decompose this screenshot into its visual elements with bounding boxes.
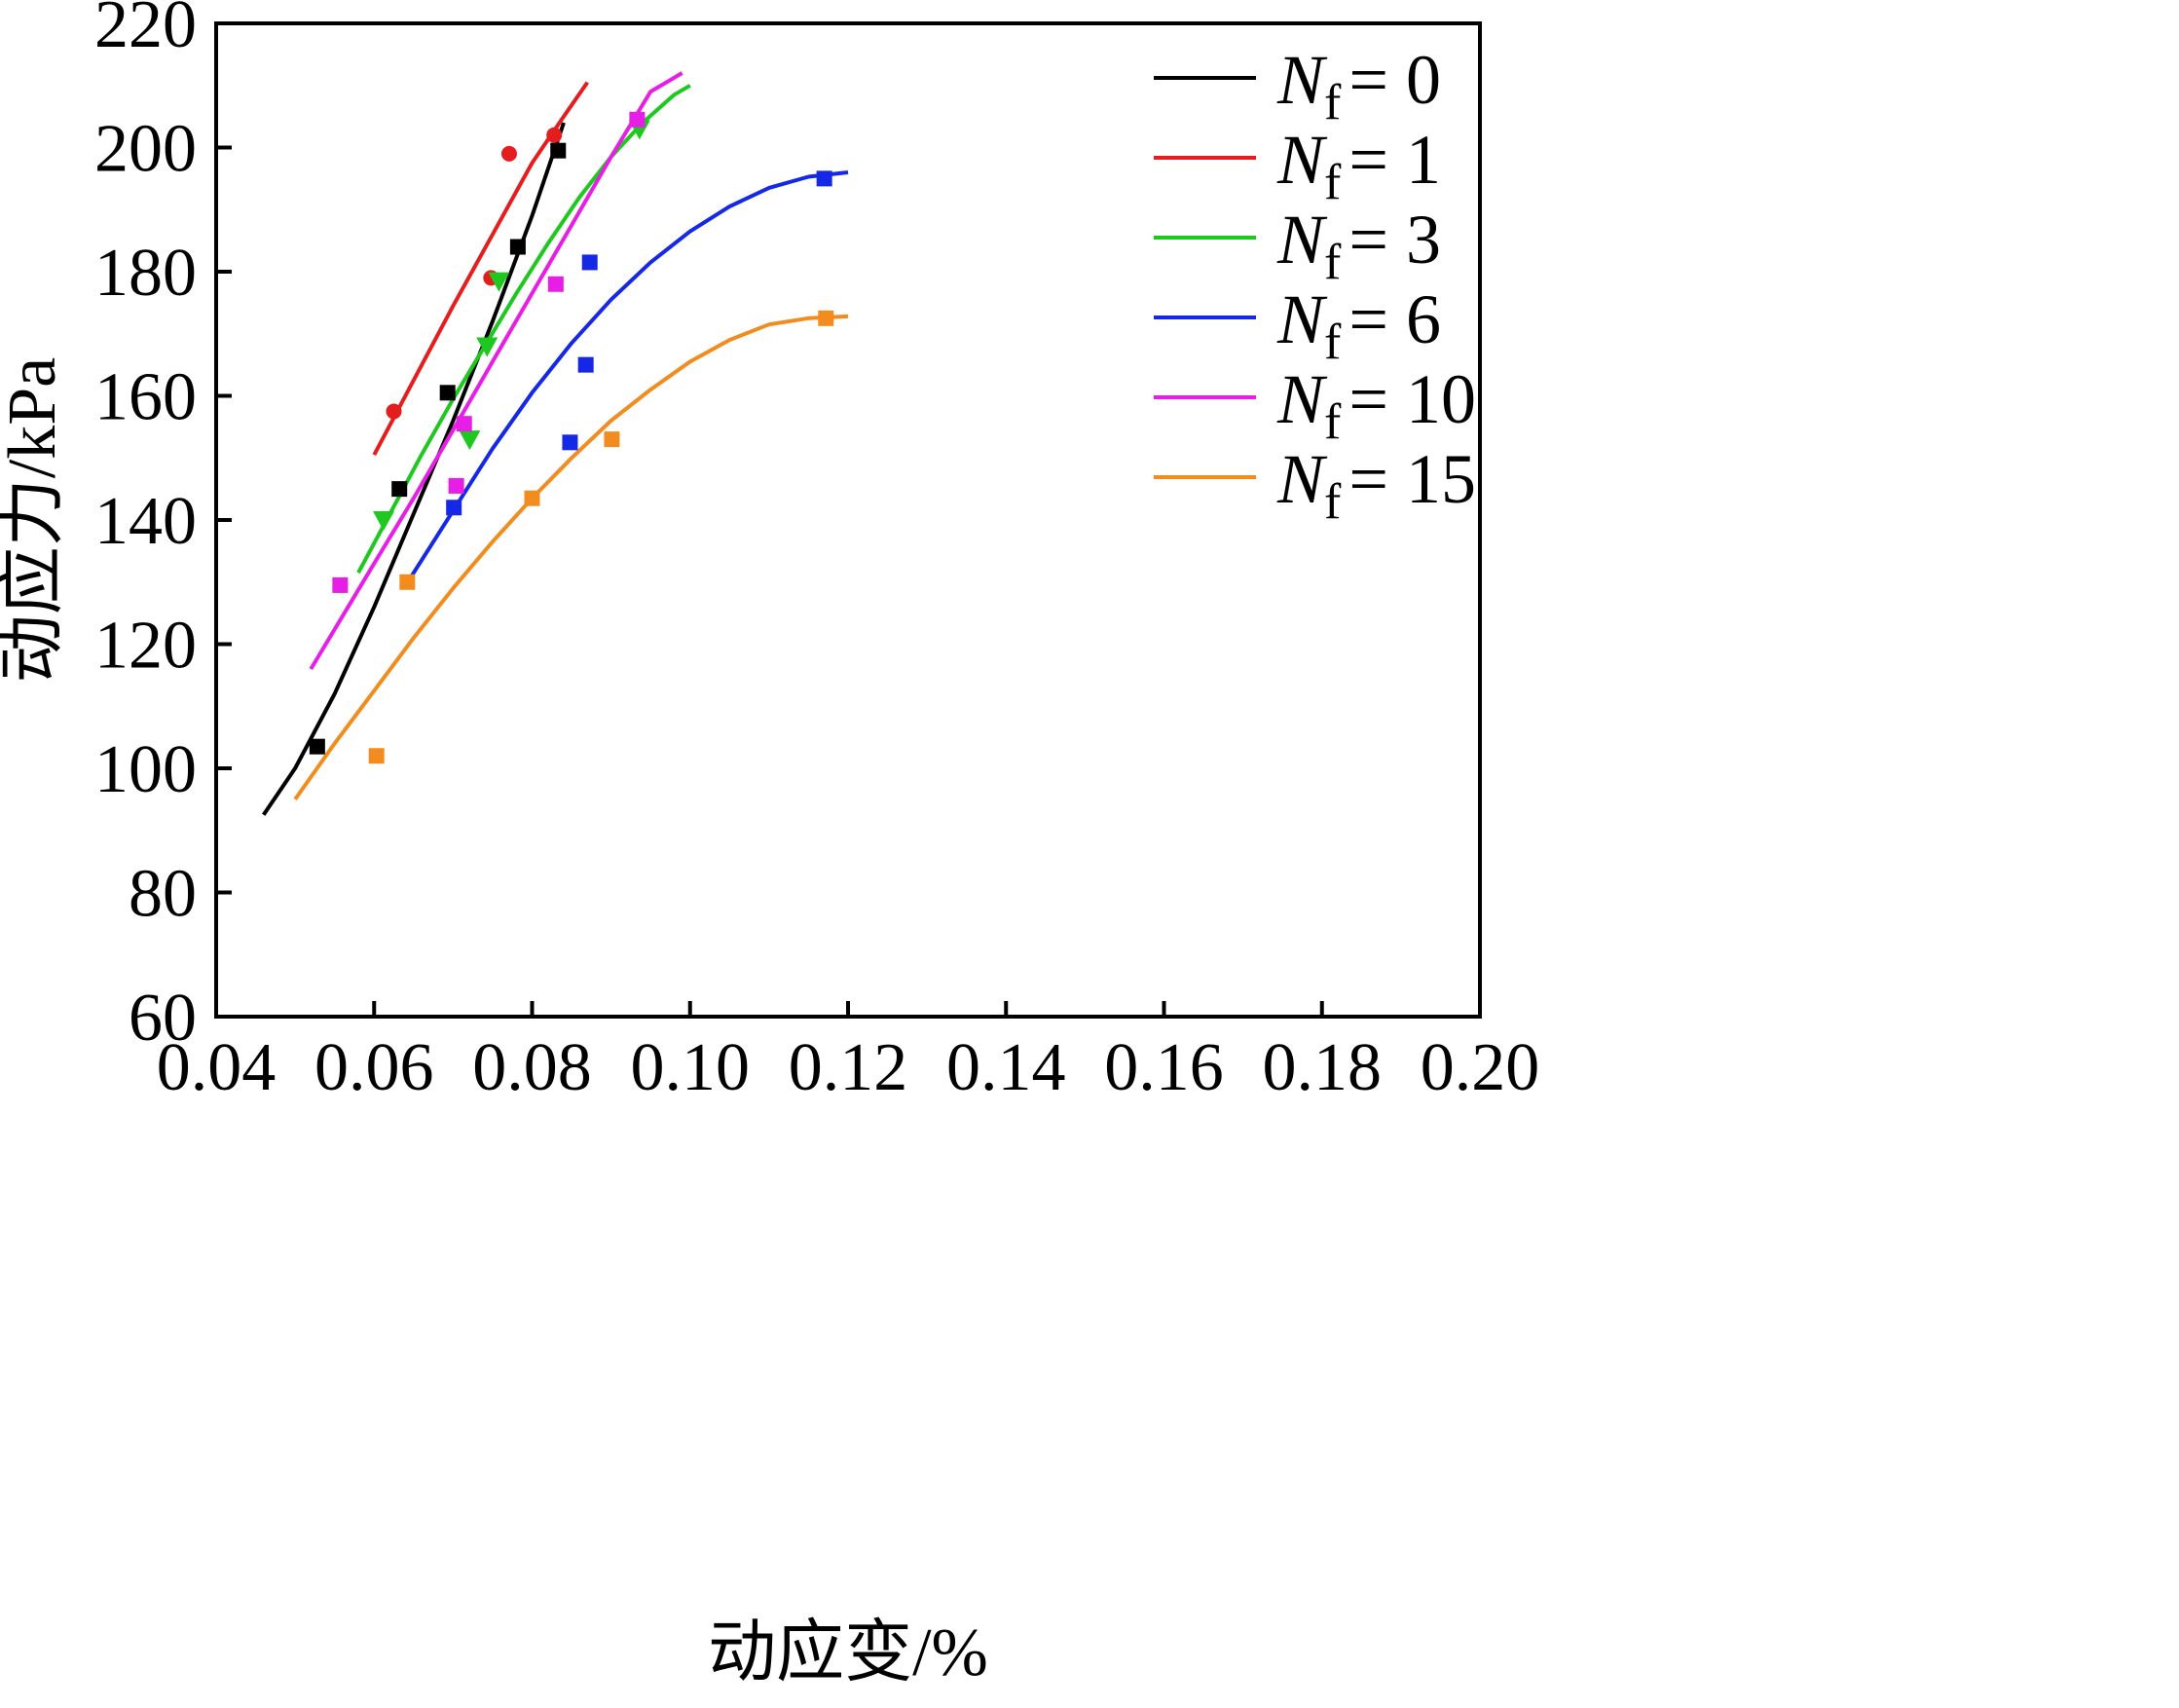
data-point xyxy=(386,403,402,420)
data-point xyxy=(459,430,481,451)
data-point xyxy=(448,477,464,494)
x-tick-label: 0.12 xyxy=(789,1030,908,1105)
data-point xyxy=(439,385,456,401)
y-tick-label: 100 xyxy=(94,732,197,807)
legend-label: Nf = 6 xyxy=(1276,280,1441,370)
x-tick-labels: 0.04 0.06 0.08 0.10 0.12 0.14 0.16 0.18 0.20 xyxy=(157,1030,1540,1105)
data-point xyxy=(577,356,594,373)
y-tick-label: 220 xyxy=(94,0,197,62)
y-tick-label: 200 xyxy=(94,112,197,187)
data-point xyxy=(309,738,325,755)
y-tick-label: 140 xyxy=(94,484,197,559)
x-tick-label: 0.08 xyxy=(472,1030,592,1105)
data-point xyxy=(509,239,526,255)
y-tick-label: 120 xyxy=(94,609,197,684)
data-point xyxy=(399,574,416,590)
x-tick-label: 0.14 xyxy=(946,1030,1066,1105)
legend-label: Nf = 3 xyxy=(1276,201,1441,290)
x-axis-title: 动应变/% xyxy=(708,1615,988,1690)
data-point xyxy=(547,276,564,292)
data-point xyxy=(816,170,832,187)
fit-lines xyxy=(262,71,849,816)
fit-line-3 xyxy=(408,170,849,580)
data-point xyxy=(546,127,563,143)
x-tick-label: 0.18 xyxy=(1263,1030,1383,1105)
data-point xyxy=(476,337,499,357)
data-markers xyxy=(309,111,834,764)
data-point xyxy=(562,434,578,451)
x-tick-label: 0.10 xyxy=(631,1030,751,1105)
fit-line-1 xyxy=(372,81,589,457)
x-tick-label: 0.06 xyxy=(314,1030,434,1105)
data-point xyxy=(488,272,510,292)
data-point xyxy=(818,310,834,326)
legend-label: Nf = 15 xyxy=(1276,440,1476,530)
y-tick-labels: 60 80 100 120 140 160 180 200 220 xyxy=(94,0,197,1056)
x-tick-label: 0.16 xyxy=(1104,1030,1224,1105)
data-point xyxy=(372,511,394,531)
y-axis-title: 动应力/kPa xyxy=(0,357,70,683)
y-tick-label: 60 xyxy=(129,981,197,1056)
data-point xyxy=(391,481,408,498)
data-point xyxy=(524,490,540,506)
legend-label: Nf = 0 xyxy=(1276,41,1441,130)
fit-line-4 xyxy=(309,71,683,671)
data-point xyxy=(629,111,646,128)
data-point xyxy=(550,142,567,159)
data-point xyxy=(581,254,598,271)
data-point xyxy=(332,576,349,593)
data-point xyxy=(500,145,517,162)
data-point xyxy=(456,416,472,432)
legend-label: Nf = 10 xyxy=(1276,360,1476,450)
legend-label: Nf = 1 xyxy=(1276,121,1441,210)
data-point xyxy=(446,500,462,516)
y-tick-label: 180 xyxy=(94,236,197,311)
data-point xyxy=(368,748,385,764)
fit-line-2 xyxy=(356,84,691,575)
x-tick-label: 0.04 xyxy=(157,1030,277,1105)
y-tick-label: 160 xyxy=(94,360,197,435)
fit-line-5 xyxy=(293,314,849,801)
x-tick-label: 0.20 xyxy=(1421,1030,1540,1105)
data-point xyxy=(604,431,620,448)
plot-frame xyxy=(214,21,1482,1019)
y-tick-label: 80 xyxy=(129,857,197,932)
